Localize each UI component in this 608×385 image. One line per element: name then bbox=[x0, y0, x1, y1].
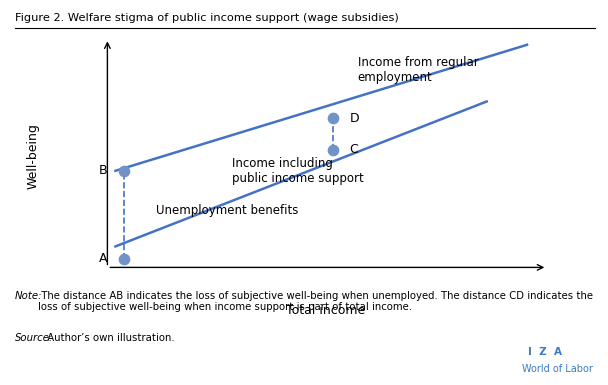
Text: Note:: Note: bbox=[15, 291, 43, 301]
Text: Source:: Source: bbox=[15, 333, 54, 343]
Text: B: B bbox=[98, 164, 108, 177]
Point bbox=[119, 168, 128, 174]
Point bbox=[328, 147, 338, 153]
Text: I  Z  A: I Z A bbox=[528, 347, 562, 357]
Point bbox=[328, 115, 338, 121]
Text: World of Labor: World of Labor bbox=[522, 364, 593, 374]
Text: Figure 2. Welfare stigma of public income support (wage subsidies): Figure 2. Welfare stigma of public incom… bbox=[15, 13, 399, 23]
Text: Income including
public income support: Income including public income support bbox=[232, 157, 364, 185]
Text: Unemployment benefits: Unemployment benefits bbox=[156, 204, 298, 217]
Text: D: D bbox=[350, 112, 359, 125]
Text: Total income: Total income bbox=[286, 304, 365, 317]
Text: A: A bbox=[99, 253, 108, 266]
Text: The distance AB indicates the loss of subjective well-being when unemployed. The: The distance AB indicates the loss of su… bbox=[38, 291, 593, 312]
Text: Author’s own illustration.: Author’s own illustration. bbox=[44, 333, 174, 343]
Text: Income from regular
employment: Income from regular employment bbox=[358, 56, 478, 84]
Point bbox=[119, 256, 128, 262]
Text: C: C bbox=[350, 143, 358, 156]
Text: Well-being: Well-being bbox=[27, 123, 40, 189]
